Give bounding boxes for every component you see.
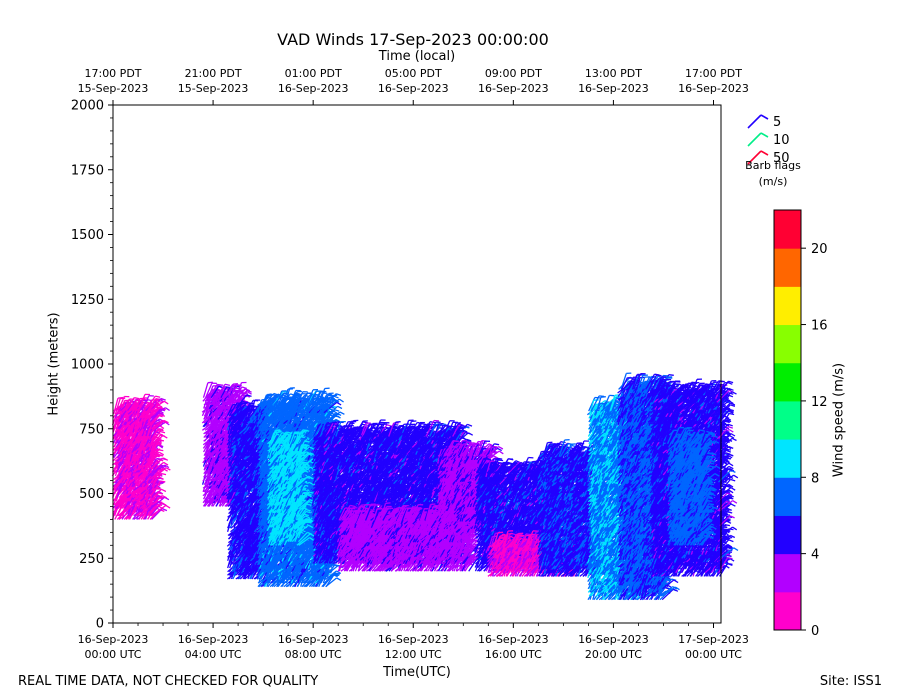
barb-flag bbox=[225, 384, 230, 385]
barb-flag bbox=[155, 396, 160, 397]
barb-flag bbox=[134, 398, 139, 399]
barb-flag bbox=[160, 481, 165, 482]
barb-flag bbox=[160, 435, 165, 436]
barb-flag bbox=[164, 401, 168, 404]
barb-flag bbox=[166, 505, 170, 508]
barb-flag bbox=[158, 429, 163, 430]
barb-flag bbox=[166, 468, 170, 470]
barb-flag bbox=[160, 432, 165, 433]
barb-flag bbox=[161, 489, 166, 491]
barb-flag bbox=[165, 408, 169, 411]
barb-segment bbox=[112, 394, 170, 519]
barb-flag bbox=[242, 387, 247, 389]
barb-flag bbox=[159, 440, 164, 441]
wind-barbs bbox=[112, 373, 738, 600]
barb-flag bbox=[158, 450, 163, 451]
